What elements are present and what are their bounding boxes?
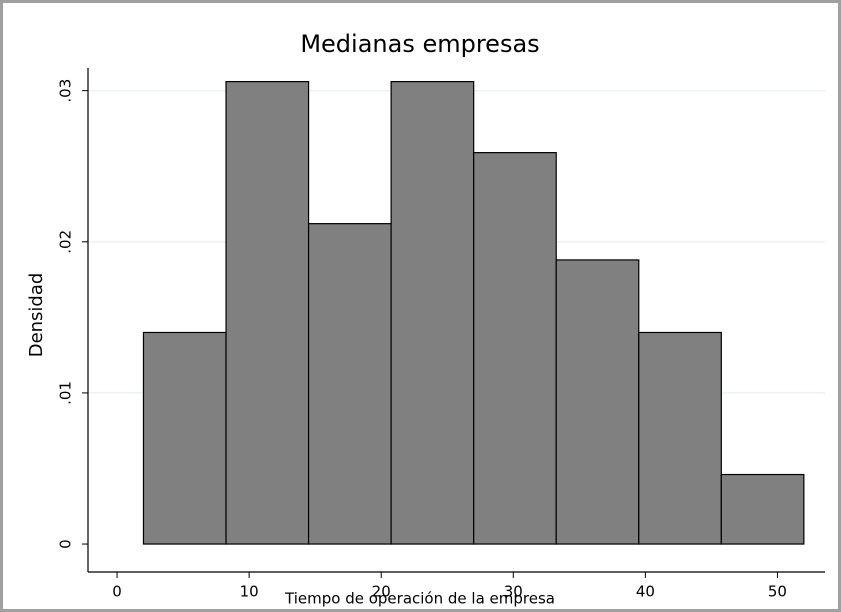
x-tick-label: 10 (240, 583, 259, 601)
bar (390, 81, 475, 545)
x-axis-label: Tiempo de operación de la empresa (284, 590, 555, 608)
bar (638, 331, 722, 545)
y-axis-label: Densidad (26, 273, 47, 358)
bar (225, 81, 310, 545)
x-tick-label: 50 (768, 583, 787, 601)
y-tick-label: .01 (57, 381, 75, 405)
chart-title: Medianas empresas (300, 30, 539, 58)
x-tick-label: 30 (504, 583, 523, 601)
bar (307, 223, 392, 545)
x-tick-label: 20 (372, 583, 391, 601)
x-tick-label: 0 (112, 583, 122, 601)
y-tick-label: .03 (57, 79, 75, 103)
bar (473, 152, 557, 545)
bar (142, 331, 227, 545)
bar (555, 259, 640, 545)
x-tick-label: 40 (636, 583, 655, 601)
bar (720, 473, 805, 545)
y-tick-label: 0 (57, 539, 75, 549)
y-tick-label: .02 (57, 230, 75, 254)
